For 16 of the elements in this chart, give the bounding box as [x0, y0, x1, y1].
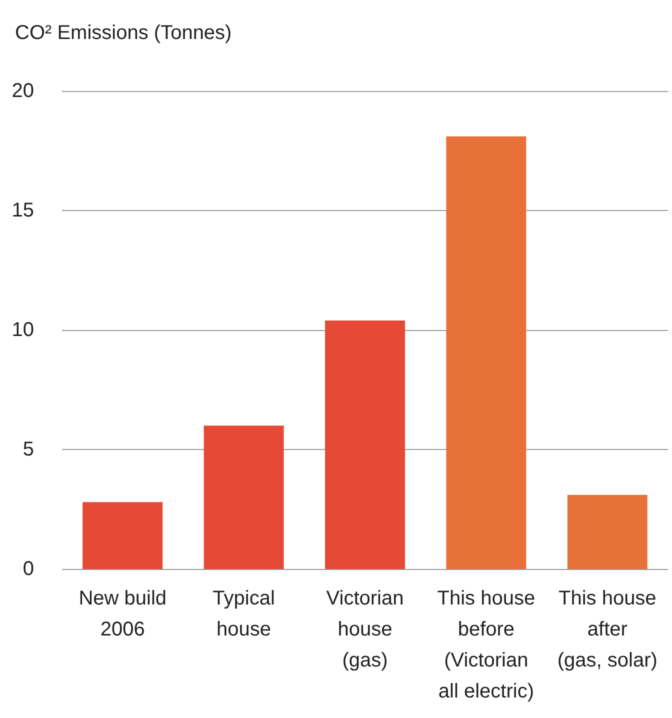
bar — [325, 320, 405, 569]
chart-title: CO² Emissions (Tonnes) — [15, 22, 232, 44]
x-tick-label: Typical house — [212, 588, 275, 640]
y-tick-label: 15 — [12, 200, 34, 222]
y-tick-label: 5 — [22, 438, 34, 460]
bar — [82, 502, 163, 569]
x-tick-label: This house before (Victorian all electric) — [437, 588, 536, 702]
bar — [446, 136, 526, 569]
bar — [567, 494, 648, 569]
bar — [204, 426, 284, 569]
x-tick-label: Victorian house (gas) — [326, 588, 404, 672]
y-tick-label: 20 — [12, 80, 34, 102]
y-tick-label: 10 — [12, 319, 34, 341]
x-tick-label: This house after (gas, solar) — [557, 588, 658, 672]
y-tick-label: 0 — [22, 558, 34, 580]
x-tick-label: New build 2006 — [78, 588, 167, 640]
